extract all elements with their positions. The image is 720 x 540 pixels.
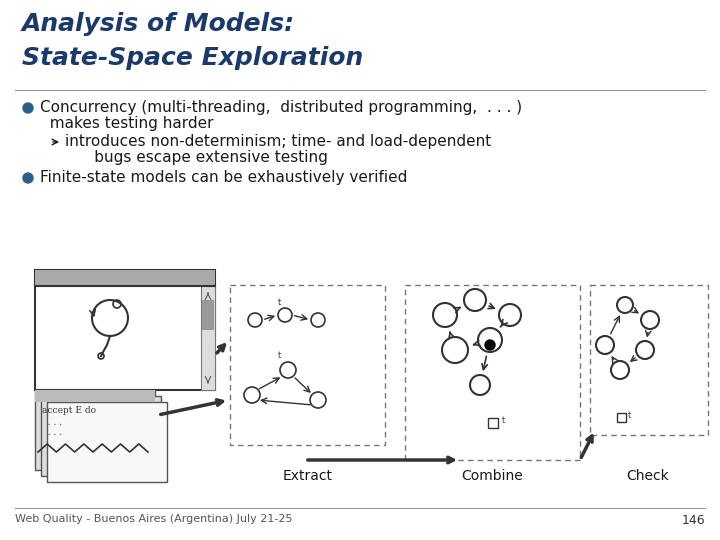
Circle shape xyxy=(485,340,495,350)
Text: t: t xyxy=(278,298,282,307)
Bar xyxy=(202,300,214,330)
Text: t: t xyxy=(278,351,282,360)
Circle shape xyxy=(23,103,33,113)
Text: . . .: . . . xyxy=(42,428,62,437)
Bar xyxy=(405,285,580,460)
Text: . . .: . . . xyxy=(42,418,62,427)
Bar xyxy=(47,402,167,482)
Text: accept E do: accept E do xyxy=(42,406,96,415)
Text: Concurrency (multi-threading,  distributed programming,  . . . ): Concurrency (multi-threading, distribute… xyxy=(40,100,522,115)
Text: State-Space Exploration: State-Space Exploration xyxy=(22,46,364,70)
Bar xyxy=(35,390,155,470)
Text: 146: 146 xyxy=(681,514,705,527)
Bar xyxy=(35,270,215,286)
Text: introduces non-determinism; time- and load-dependent: introduces non-determinism; time- and lo… xyxy=(65,134,491,149)
Text: Extract: Extract xyxy=(283,469,333,483)
Bar xyxy=(488,418,498,428)
Text: Finite-state models can be exhaustively verified: Finite-state models can be exhaustively … xyxy=(40,170,408,185)
Bar xyxy=(41,396,161,476)
Text: Check: Check xyxy=(626,469,670,483)
Text: Combine: Combine xyxy=(461,469,523,483)
Text: Analysis of Models:: Analysis of Models: xyxy=(22,12,295,36)
Bar xyxy=(617,413,626,422)
Bar xyxy=(201,286,215,390)
Text: t: t xyxy=(628,411,631,420)
Bar xyxy=(590,285,708,435)
Text: makes testing harder: makes testing harder xyxy=(40,116,214,131)
Text: Web Quality - Buenos Aires (Argentina) July 21-25: Web Quality - Buenos Aires (Argentina) J… xyxy=(15,514,292,524)
Text: bugs escape extensive testing: bugs escape extensive testing xyxy=(65,150,328,165)
Text: t: t xyxy=(502,416,505,425)
Bar xyxy=(230,285,385,445)
Circle shape xyxy=(23,173,33,183)
Bar xyxy=(35,390,155,402)
Bar xyxy=(35,270,215,390)
